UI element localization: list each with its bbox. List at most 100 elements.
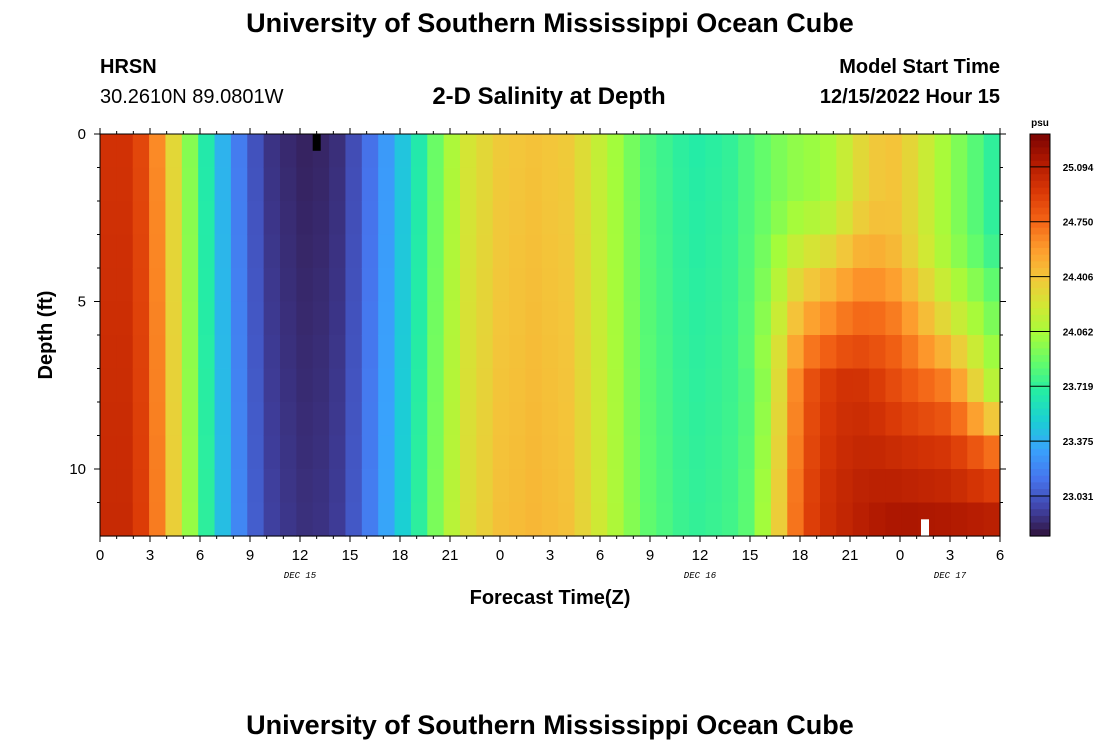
heatmap-cell (656, 134, 674, 169)
heatmap-cell (623, 234, 641, 269)
y-tick-label: 0 (78, 126, 86, 143)
heatmap-cell (901, 502, 919, 537)
heatmap-cell (983, 167, 1001, 202)
heatmap-cell (770, 402, 788, 437)
heatmap-cell (672, 201, 690, 236)
heatmap-cell (967, 167, 985, 202)
x-tick-label: 3 (146, 547, 154, 564)
heatmap-cell (803, 234, 821, 269)
heatmap-cell (116, 201, 134, 236)
heatmap-cell (820, 335, 837, 370)
heatmap-cell (738, 335, 756, 370)
heatmap-cell (640, 201, 657, 236)
heatmap-cell (394, 268, 412, 303)
heatmap-cell (803, 268, 821, 303)
heatmap-cell (836, 502, 854, 537)
heatmap-cell (738, 469, 756, 504)
heatmap-cell (574, 335, 592, 370)
heatmap-cell (738, 234, 756, 269)
heatmap-cell (770, 201, 788, 236)
colorbar-segment (1030, 140, 1050, 148)
heatmap-cell (787, 335, 805, 370)
heatmap-cell (541, 268, 559, 303)
heatmap-cell (247, 335, 265, 370)
heatmap-cell (214, 167, 232, 202)
heatmap-cell (869, 167, 887, 202)
heatmap-cell (165, 435, 183, 470)
heatmap-cell (280, 201, 297, 236)
heatmap-cell (378, 335, 396, 370)
colorbar-segment (1030, 368, 1050, 376)
heatmap-cell (296, 435, 314, 470)
heatmap-cell (656, 402, 674, 437)
heatmap-cell (312, 301, 330, 336)
heatmap-cell (640, 134, 657, 169)
heatmap-cell (623, 368, 641, 403)
heatmap-cell (640, 335, 657, 370)
colorbar-segment (1030, 154, 1050, 162)
heatmap-cell (656, 335, 674, 370)
heatmap-cell (869, 368, 887, 403)
heatmap-cell (558, 402, 576, 437)
heatmap-cell (607, 234, 625, 269)
heatmap-cell (672, 167, 690, 202)
heatmap-cell (198, 402, 216, 437)
heatmap-cell (443, 301, 461, 336)
heatmap-cell (590, 469, 608, 504)
heatmap-cell (705, 502, 723, 537)
heatmap-cell (312, 435, 330, 470)
heatmap-cell (427, 167, 445, 202)
heatmap-cell (770, 234, 788, 269)
heatmap-cell (296, 402, 314, 437)
heatmap-cell (427, 201, 445, 236)
colorbar-segment (1030, 415, 1050, 423)
heatmap-cell (640, 469, 657, 504)
heatmap-cell (590, 167, 608, 202)
heatmap-cell (509, 201, 527, 236)
heatmap-cell (705, 368, 723, 403)
heatmap-cell (574, 402, 592, 437)
x-tick-label: 0 (96, 547, 104, 564)
heatmap-cell (738, 134, 756, 169)
heatmap-cell (787, 368, 805, 403)
heatmap-cell (689, 469, 707, 504)
heatmap-cell (149, 402, 167, 437)
colorbar-unit: psu (1031, 118, 1049, 129)
heatmap-cell (214, 268, 232, 303)
heatmap-cell (918, 301, 936, 336)
heatmap-cell (361, 301, 379, 336)
x-tick-label: 21 (842, 547, 859, 564)
heatmap-cell (950, 301, 968, 336)
heatmap-cell (149, 201, 167, 236)
heatmap-cell (214, 502, 232, 537)
heatmap-cell (394, 167, 412, 202)
heatmap-cell (509, 234, 527, 269)
colorbar-segment (1030, 207, 1050, 215)
heatmap-cell (378, 268, 396, 303)
x-tick-label: 9 (646, 547, 654, 564)
heatmap-cell (820, 167, 837, 202)
heatmap-cell (329, 268, 347, 303)
colorbar-segment (1030, 247, 1050, 256)
y-axis-ticks: 0 5 10 (69, 126, 1006, 503)
colorbar-segment (1030, 227, 1050, 236)
heatmap-cell (721, 435, 739, 470)
heatmap-cell (541, 502, 559, 537)
heatmap-cell (100, 134, 117, 169)
heatmap-cell (132, 234, 150, 269)
heatmap-cell (132, 402, 150, 437)
heatmap-cell (460, 268, 477, 303)
heatmap-cell (787, 201, 805, 236)
heatmap-cell (378, 502, 396, 537)
heatmap-cell (901, 134, 919, 169)
heatmap-cell (574, 301, 592, 336)
heatmap-cell (590, 402, 608, 437)
heatmap-cell (836, 201, 854, 236)
heatmap-cell (689, 435, 707, 470)
heatmap-cell (852, 469, 870, 504)
colorbar-segment (1030, 294, 1050, 303)
heatmap-cell (345, 335, 363, 370)
heatmap-cell (558, 301, 576, 336)
heatmap-cell (623, 435, 641, 470)
heatmap-cell (230, 435, 248, 470)
